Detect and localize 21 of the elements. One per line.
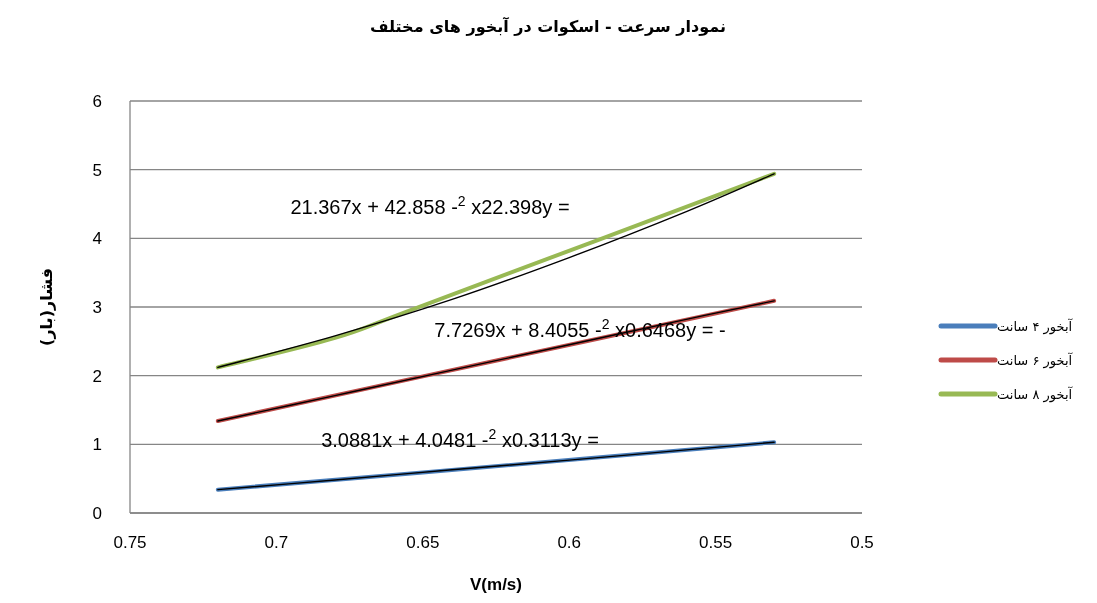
chart-title: نمودار سرعت - اسکوات در آبخور های مختلف bbox=[370, 16, 726, 36]
legend-label: آبخور ۴ سانت bbox=[997, 318, 1074, 335]
legend-label: آبخور ۸ سانت bbox=[997, 386, 1074, 403]
x-tick-label: 0.5 bbox=[850, 533, 874, 552]
annotation: 21.367x + 42.858 -$^{2}$ x22.398y = bbox=[290, 193, 570, 218]
y-tick-label: 1 bbox=[92, 435, 102, 455]
x-axis-title: V(m/s) bbox=[470, 575, 522, 594]
x-tick-label: 0.55 bbox=[699, 533, 733, 552]
y-tick-label: 4 bbox=[92, 229, 102, 249]
y-tick-label: 0 bbox=[92, 504, 102, 523]
x-tick-label: 0.7 bbox=[264, 533, 289, 552]
x-tick-label: 0.6 bbox=[557, 533, 582, 552]
annotation: 3.0881x + 4.0481 -$^{2}$ x0.3113y = bbox=[321, 426, 599, 451]
legend-label: آبخور ۶ سانت bbox=[997, 352, 1074, 369]
y-tick-label: 5 bbox=[92, 160, 102, 180]
x-tick-label: 0.75 bbox=[113, 533, 147, 552]
x-tick-label: 0.65 bbox=[406, 533, 440, 552]
y-tick-label: 6 bbox=[92, 92, 102, 111]
y-axis-title: فشار(بار) bbox=[37, 268, 56, 346]
y-tick-label: 2 bbox=[92, 366, 102, 386]
y-tick-label: 3 bbox=[92, 298, 102, 317]
